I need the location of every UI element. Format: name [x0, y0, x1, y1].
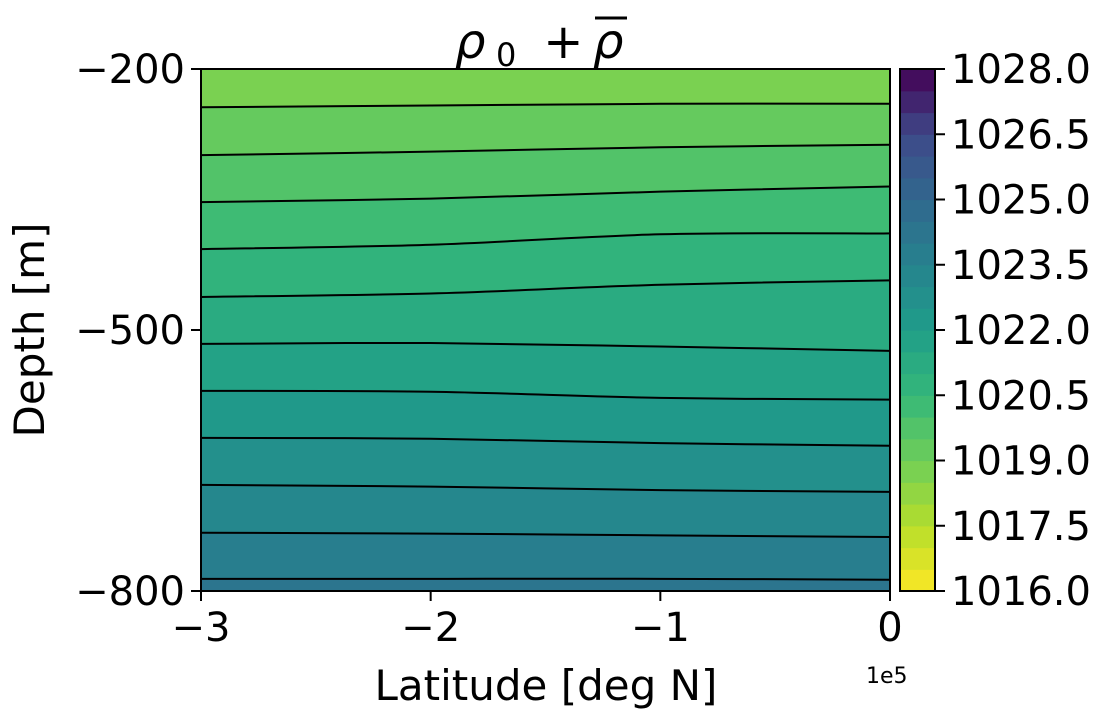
contour-line — [201, 102, 890, 109]
colorbar-tick-label: 1026.5 — [951, 112, 1091, 158]
colorbar-tick-label: 1016.0 — [951, 569, 1091, 615]
contour-line — [201, 143, 890, 157]
colorbar-tick-label: 1017.5 — [951, 504, 1091, 550]
colorbar-segment — [900, 395, 935, 418]
colorbar-segment — [900, 482, 935, 505]
y-axis: −200 −500 −800 — [75, 47, 201, 615]
colorbar-segment — [900, 373, 935, 396]
colorbar-segment — [900, 112, 935, 135]
colorbar-segment — [900, 243, 935, 266]
y-axis-label: Depth [m] — [5, 223, 54, 438]
x-tick-label: −3 — [172, 605, 231, 651]
contour-band — [201, 532, 890, 580]
contour-line — [201, 232, 890, 251]
colorbar-segment — [900, 221, 935, 244]
title-subscript: 0 — [496, 36, 516, 74]
colorbar-tick-label: 1020.5 — [951, 373, 1091, 419]
chart-title: ρ 0 + ρ — [455, 14, 627, 74]
contour-line — [201, 341, 890, 352]
colorbar-segment — [900, 134, 935, 157]
filled-contour-bands — [201, 69, 890, 591]
colorbar-segment — [900, 286, 935, 309]
colorbar-tick-label: 1025.0 — [951, 178, 1091, 224]
x-axis-label: Latitude [deg N] — [375, 661, 718, 710]
x-tick-label: −2 — [401, 605, 460, 651]
colorbar-tick-label: 1028.0 — [951, 47, 1091, 93]
colorbar-segment — [900, 330, 935, 353]
contour-line — [201, 436, 890, 447]
title-rho: ρ — [455, 14, 485, 70]
x-offset-label: 1e5 — [866, 664, 908, 689]
colorbar-tick-label: 1019.0 — [951, 439, 1091, 485]
colorbar-segment — [900, 504, 935, 527]
colorbar-segment — [900, 460, 935, 483]
contour-line — [201, 389, 890, 401]
contour-lines — [201, 102, 890, 581]
colorbar-segment — [900, 264, 935, 288]
colorbar-segment — [900, 417, 935, 440]
title-plus: + — [528, 14, 599, 70]
colorbar-segment — [900, 90, 935, 114]
title-rho-bar: ρ — [593, 14, 623, 70]
x-tick-label: 0 — [877, 605, 902, 651]
y-tick-label: −500 — [75, 308, 185, 354]
colorbar-tick-label: 1022.0 — [951, 308, 1091, 354]
contour-line — [201, 531, 890, 539]
y-tick-label: −200 — [75, 47, 185, 93]
colorbar-segment — [900, 569, 935, 592]
contour-line — [201, 279, 890, 298]
colorbar-segment — [900, 351, 935, 375]
colorbar-segment — [900, 177, 935, 201]
colorbar-segment — [900, 547, 935, 570]
colorbar: 1016.0 1017.5 1019.0 1020.5 1022.0 1023.5 1025… — [899, 47, 1091, 615]
contour-band — [201, 69, 890, 108]
colorbar-segment — [900, 69, 935, 92]
colorbar-segment — [900, 156, 935, 179]
contour-line — [201, 185, 890, 204]
colorbar-segment — [900, 438, 935, 462]
contour-band — [201, 484, 890, 538]
colorbar-segment — [900, 525, 935, 549]
colorbar-tick-label: 1023.5 — [951, 243, 1091, 289]
contour-band — [201, 437, 890, 493]
contour-line — [201, 483, 890, 493]
colorbar-segment — [900, 199, 935, 222]
contour-line — [201, 577, 890, 581]
colorbar-segment — [900, 308, 935, 331]
x-axis: −3 −2 −1 0 — [172, 591, 903, 651]
x-tick-label: −1 — [631, 605, 690, 651]
y-tick-label: −800 — [75, 569, 185, 615]
